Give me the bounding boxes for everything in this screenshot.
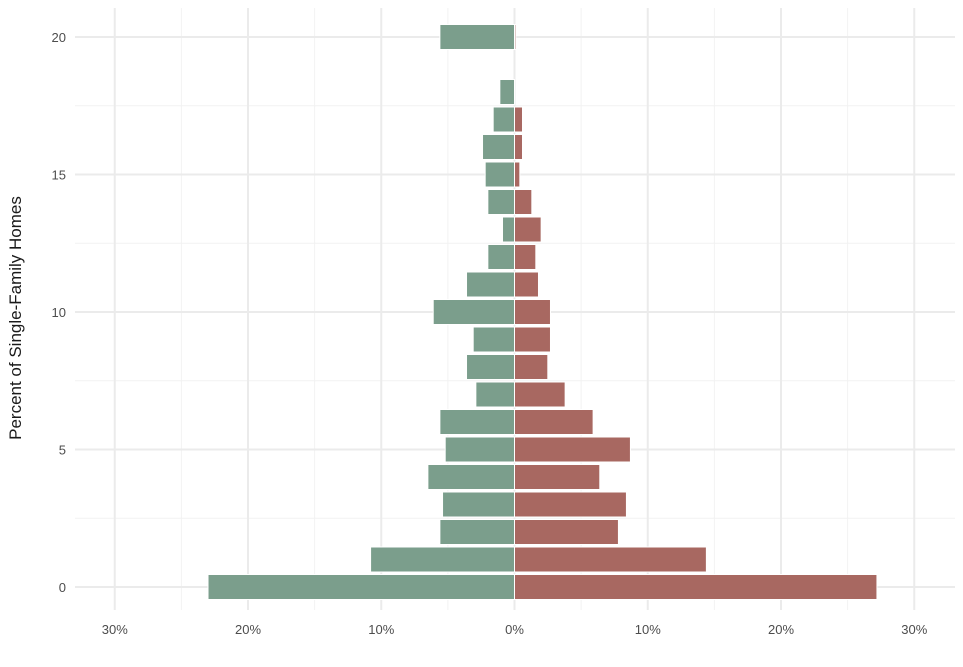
left-bar-17 xyxy=(492,106,515,133)
left-bar-11 xyxy=(466,271,515,298)
x-tick-label: 20% xyxy=(235,622,261,637)
right-bar-14 xyxy=(514,189,533,215)
left-bar-8 xyxy=(466,354,515,380)
left-bar-9 xyxy=(472,326,516,353)
left-bar-2 xyxy=(439,519,516,545)
right-bar-10 xyxy=(514,299,551,325)
right-bar-11 xyxy=(514,271,539,298)
x-tick-label: 0% xyxy=(505,622,524,637)
y-tick-label: 5 xyxy=(59,443,66,458)
right-bar-2 xyxy=(514,519,619,545)
x-tick-label: 30% xyxy=(102,622,128,637)
right-bar-4 xyxy=(514,464,601,490)
left-bar-4 xyxy=(427,464,516,490)
x-tick-label: 20% xyxy=(768,622,794,637)
left-bar-7 xyxy=(475,381,516,408)
right-bar-0 xyxy=(514,574,878,600)
y-tick-label: 0 xyxy=(59,580,66,595)
bar-layer xyxy=(207,24,878,600)
right-bar-1 xyxy=(514,546,707,573)
y-tick-label: 10 xyxy=(52,305,66,320)
left-bar-13 xyxy=(502,216,516,243)
left-bar-3 xyxy=(442,491,516,518)
left-bar-14 xyxy=(487,189,516,215)
y-axis-title: Percent of Single-Family Homes xyxy=(6,196,25,440)
left-bar-15 xyxy=(484,161,515,188)
left-bar-6 xyxy=(439,409,516,435)
right-bar-6 xyxy=(514,409,594,435)
x-tick-label: 10% xyxy=(368,622,394,637)
right-bar-9 xyxy=(514,326,551,353)
right-bar-16 xyxy=(514,134,523,160)
left-bar-12 xyxy=(487,244,516,270)
left-bar-10 xyxy=(432,299,515,325)
x-tick-label: 30% xyxy=(901,622,927,637)
left-bar-1 xyxy=(370,546,515,573)
right-bar-17 xyxy=(514,106,523,133)
tick-label-layer: 30% 20% 10% 0% 10% 20% 30% 0 5 10 15 20 xyxy=(52,30,928,637)
right-bar-13 xyxy=(514,216,542,243)
left-bar-5 xyxy=(444,436,515,463)
right-bar-20 xyxy=(514,24,517,50)
x-tick-label: 10% xyxy=(635,622,661,637)
left-bar-20 xyxy=(439,24,516,50)
right-bar-12 xyxy=(514,244,537,270)
right-bar-15 xyxy=(514,161,521,188)
right-bar-3 xyxy=(514,491,627,518)
right-bar-7 xyxy=(514,381,566,408)
left-bar-0 xyxy=(207,574,515,600)
y-tick-label: 20 xyxy=(52,30,66,45)
right-bar-5 xyxy=(514,436,631,463)
right-bar-8 xyxy=(514,354,549,380)
left-bar-18 xyxy=(499,79,515,105)
y-tick-label: 15 xyxy=(52,168,66,183)
left-bar-16 xyxy=(482,134,515,160)
